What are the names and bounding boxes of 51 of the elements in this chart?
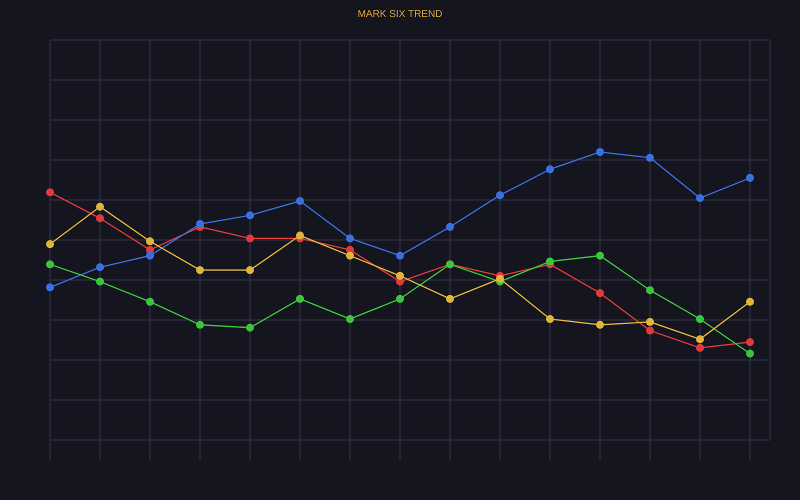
point xyxy=(596,320,604,329)
point xyxy=(246,324,254,332)
chart-title: MARK SIX TREND xyxy=(358,9,442,20)
point xyxy=(746,174,754,182)
point xyxy=(746,338,754,346)
point xyxy=(46,240,54,248)
point xyxy=(696,335,704,344)
point xyxy=(646,326,654,335)
point xyxy=(396,272,404,280)
point xyxy=(546,165,554,174)
point xyxy=(146,237,154,246)
point xyxy=(46,188,54,196)
point xyxy=(96,278,104,286)
point xyxy=(746,350,754,358)
point xyxy=(246,234,254,242)
point xyxy=(396,294,404,303)
point xyxy=(446,294,454,303)
point xyxy=(246,211,254,220)
point xyxy=(646,286,654,294)
point xyxy=(346,315,354,324)
point xyxy=(596,289,604,298)
point xyxy=(546,257,554,266)
point xyxy=(196,220,204,228)
point xyxy=(96,263,104,272)
point xyxy=(746,298,754,306)
point xyxy=(496,274,504,283)
point xyxy=(146,298,154,306)
point xyxy=(396,252,404,260)
point xyxy=(46,260,54,268)
point xyxy=(446,222,454,231)
point xyxy=(196,320,204,329)
point xyxy=(596,148,604,156)
point xyxy=(196,266,204,274)
point xyxy=(296,196,304,205)
point xyxy=(496,191,504,200)
point xyxy=(646,154,654,162)
point xyxy=(696,344,704,352)
point xyxy=(346,234,354,242)
point xyxy=(346,252,354,260)
point xyxy=(146,252,154,260)
point xyxy=(96,214,104,222)
point xyxy=(296,232,304,240)
point xyxy=(96,202,104,211)
point xyxy=(546,315,554,324)
point xyxy=(646,318,654,326)
point xyxy=(46,283,54,292)
point xyxy=(246,266,254,274)
point xyxy=(696,194,704,202)
point xyxy=(596,252,604,260)
point xyxy=(296,294,304,303)
point xyxy=(696,315,704,324)
